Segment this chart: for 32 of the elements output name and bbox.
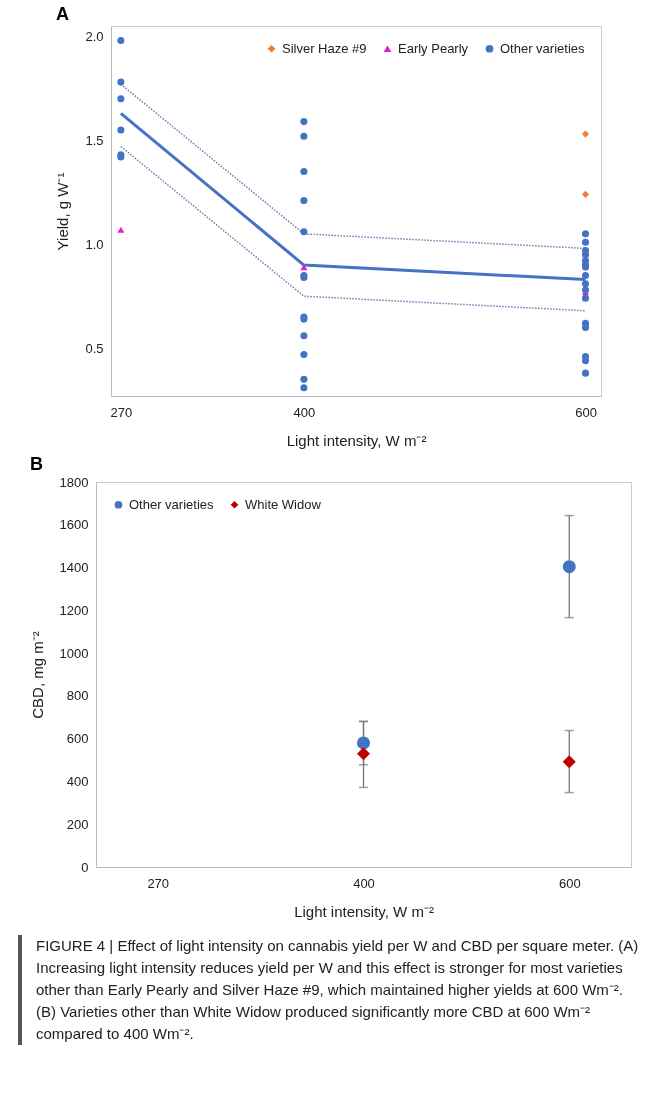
legend-label: Early Pearly xyxy=(398,40,469,56)
y-tick-label: 200 xyxy=(66,816,89,832)
y-tick-label: 0.5 xyxy=(85,340,104,356)
chart-title: A xyxy=(55,4,69,24)
x-axis-title: Light intensity, W m⁻² xyxy=(286,431,427,449)
y-tick-label: 0 xyxy=(81,859,89,875)
x-axis-title: Light intensity, W m⁻² xyxy=(294,902,434,920)
y-tick-label: 2.0 xyxy=(85,28,104,44)
y-tick-label: 1.0 xyxy=(85,236,104,252)
x-tick-label: 600 xyxy=(558,875,581,891)
legend-label: Other varieties xyxy=(129,496,215,512)
y-tick-label: 1000 xyxy=(59,645,89,661)
y-tick-label: 800 xyxy=(66,688,89,704)
y-tick-label: 1600 xyxy=(59,517,89,533)
y-tick-label: 1200 xyxy=(59,602,89,618)
y-axis-title: Yield, g W⁻¹ xyxy=(54,172,72,251)
y-tick-label: 1800 xyxy=(59,474,89,490)
y-tick-label: 600 xyxy=(66,731,89,747)
x-tick-label: 270 xyxy=(147,875,170,891)
y-tick-label: 400 xyxy=(66,773,89,789)
x-tick-label: 400 xyxy=(353,875,375,891)
x-tick-label: 270 xyxy=(110,404,133,420)
y-tick-label: 1.5 xyxy=(85,132,104,148)
x-tick-label: 600 xyxy=(575,404,597,420)
y-tick-label: 1400 xyxy=(59,560,89,576)
caption: FIGURE 4 | Effect of light intensity on cannabis yield per W and CBD per square meter. (A) Increasing light intensity reduces yield per W and this effect is stronger for most varieties other than Early Pearly and Silver Haze #9, which maintained higher yields at 600 Wm⁻². (B) Varieties other than White Widow produced significantly more CBD at 600 Wm⁻² compared to 400 Wm⁻². xyxy=(36,936,640,1044)
x-tick-label: 400 xyxy=(293,404,316,420)
y-axis-title: CBD, mg m⁻² xyxy=(28,631,46,719)
legend-label: White Widow xyxy=(245,496,322,512)
chart-title: B xyxy=(30,454,44,474)
legend-label: Silver Haze #9 xyxy=(282,40,367,56)
legend-label: Other varieties xyxy=(500,40,586,56)
